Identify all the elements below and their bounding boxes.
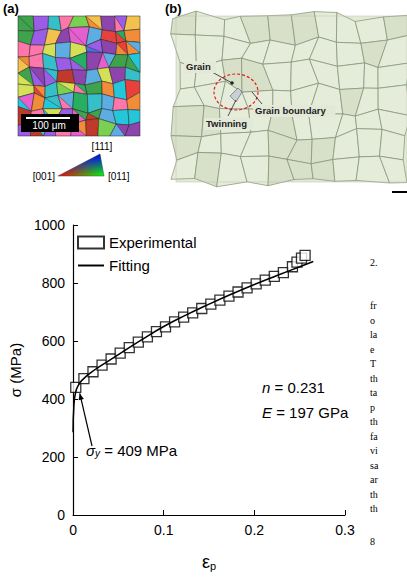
- svg-text:0.3: 0.3: [335, 522, 355, 538]
- svg-text:p: p: [210, 560, 216, 572]
- svg-text:vi: vi: [370, 445, 378, 456]
- svg-text:8: 8: [370, 536, 375, 547]
- svg-text:ta: ta: [370, 387, 378, 398]
- svg-text:Twinning: Twinning: [206, 118, 247, 129]
- svg-text:ar: ar: [370, 474, 378, 485]
- svg-text:ε: ε: [202, 552, 210, 572]
- svg-text:0: 0: [57, 507, 65, 523]
- svg-text:Grain boundary: Grain boundary: [255, 105, 326, 116]
- svg-text:2.: 2.: [370, 257, 378, 268]
- svg-text:fa: fa: [370, 431, 378, 442]
- svg-text:n: n: [262, 379, 270, 396]
- svg-text:o: o: [370, 315, 375, 326]
- svg-text:E: E: [262, 404, 272, 421]
- svg-text:(b): (b): [165, 1, 182, 16]
- svg-text:0.2: 0.2: [245, 522, 265, 538]
- svg-text:400: 400: [42, 391, 66, 407]
- svg-text:p: p: [370, 402, 375, 413]
- svg-text:e: e: [370, 344, 375, 355]
- svg-text:fr: fr: [370, 300, 377, 311]
- svg-text:= 409 MPa: = 409 MPa: [100, 442, 178, 459]
- svg-text:1000: 1000: [34, 217, 65, 233]
- svg-text:= 0.231: = 0.231: [270, 379, 325, 396]
- svg-text:la: la: [370, 329, 378, 340]
- html-text:σy: σy: [86, 442, 100, 459]
- svg-text:Grain: Grain: [186, 61, 211, 72]
- svg-text:th: th: [370, 416, 378, 427]
- svg-text:Fitting: Fitting: [109, 257, 150, 274]
- svg-text:600: 600: [42, 333, 66, 349]
- svg-text:σ (MPa): σ (MPa): [7, 343, 24, 397]
- svg-text:800: 800: [42, 275, 66, 291]
- svg-text:0.1: 0.1: [154, 522, 174, 538]
- svg-text:sa: sa: [370, 460, 379, 471]
- svg-text:(a): (a): [3, 1, 19, 16]
- svg-text:200: 200: [42, 449, 66, 465]
- svg-text:100 μm: 100 μm: [32, 120, 66, 131]
- svg-text:th: th: [370, 373, 378, 384]
- svg-text:Experimental: Experimental: [109, 234, 197, 251]
- svg-text:th: th: [370, 503, 378, 514]
- svg-text:[111]: [111]: [92, 141, 113, 152]
- svg-text:T: T: [370, 358, 376, 369]
- svg-text:= 197 GPa: = 197 GPa: [272, 404, 349, 421]
- svg-text:[001]: [001]: [33, 171, 55, 182]
- svg-text:0: 0: [69, 522, 77, 538]
- svg-text:th: th: [370, 489, 378, 500]
- svg-text:[011]: [011]: [108, 171, 130, 182]
